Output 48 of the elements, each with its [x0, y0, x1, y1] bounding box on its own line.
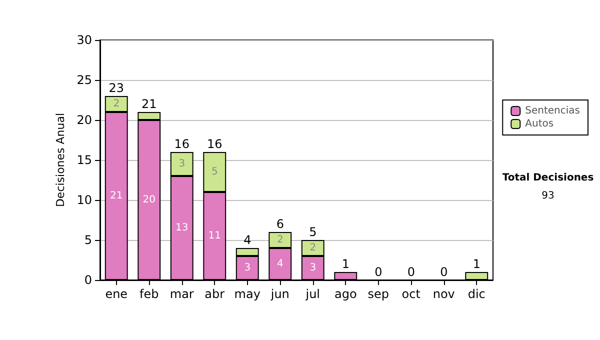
- data-label: 11: [208, 230, 221, 242]
- x-tick-label: abr: [204, 287, 225, 301]
- data-label: 20: [142, 194, 156, 206]
- x-tick-label: jun: [270, 287, 290, 301]
- data-label: 13: [176, 222, 188, 234]
- total-label: 5: [309, 225, 317, 239]
- y-axis-title: Decisiones Anual: [54, 112, 67, 208]
- data-label: 4: [276, 258, 284, 270]
- total-label: 1: [342, 257, 350, 271]
- y-tick-label: 10: [76, 193, 92, 207]
- data-label: 2: [113, 98, 120, 110]
- x-tick-label: jul: [304, 287, 320, 301]
- data-label: 5: [211, 166, 218, 178]
- total-label: 0: [374, 265, 382, 279]
- data-label: 3: [310, 262, 316, 274]
- y-tick-label: 25: [76, 73, 92, 87]
- y-tick-label: 0: [84, 273, 92, 287]
- legend-label: Autos: [525, 118, 554, 130]
- x-tick-label: nov: [432, 287, 455, 301]
- total-label: 1: [472, 257, 480, 271]
- x-tick-label: mar: [170, 287, 194, 301]
- total-label: 23: [108, 81, 124, 95]
- x-tick-label: ene: [105, 287, 128, 301]
- x-tick-label: feb: [140, 287, 159, 301]
- x-tick-label: oct: [402, 287, 421, 301]
- data-label: 21: [110, 190, 123, 202]
- total-label: 16: [206, 137, 222, 151]
- x-tick-label: dic: [468, 287, 486, 301]
- x-tick-label: sep: [368, 287, 390, 301]
- data-label: 2: [310, 242, 316, 254]
- total-label: 0: [407, 265, 415, 279]
- total-label: 21: [141, 97, 157, 111]
- y-tick-label: 5: [84, 233, 92, 247]
- total-label: 6: [276, 217, 284, 231]
- data-label: 2: [276, 234, 284, 246]
- legend-label: Sentencias: [525, 106, 580, 116]
- total-label: 16: [174, 137, 190, 151]
- text: 93: [542, 190, 554, 202]
- data-label: 3: [178, 158, 186, 170]
- y-tick-label: 15: [76, 153, 92, 167]
- text: Total Decisiones: [502, 172, 594, 184]
- x-tick-label: ago: [334, 287, 357, 301]
- y-tick-label: 20: [76, 113, 92, 127]
- x-tick-label: may: [234, 287, 260, 301]
- y-tick-label: 30: [76, 33, 92, 47]
- data-label: 3: [244, 262, 251, 274]
- total-label: 4: [244, 233, 252, 247]
- total-label: 0: [440, 265, 448, 279]
